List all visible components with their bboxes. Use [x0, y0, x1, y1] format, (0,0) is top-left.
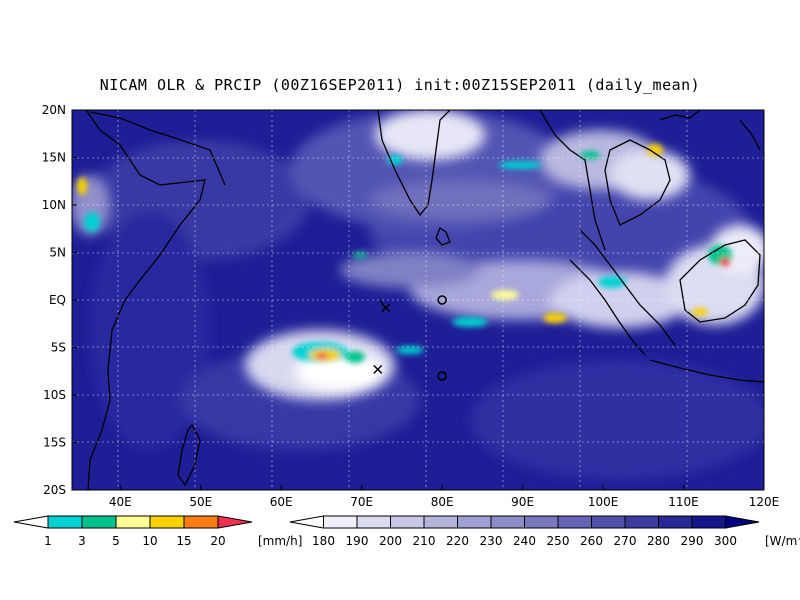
lat-label: 15S	[43, 436, 66, 450]
x-marker	[381, 303, 391, 313]
lat-label: 5N	[49, 246, 66, 260]
lon-label: 40E	[109, 495, 132, 509]
olr_colorbar-cell	[624, 515, 659, 529]
station-markers	[373, 295, 447, 381]
lat-label: 20N	[42, 103, 66, 117]
olr_colorbar-level-label: 260	[580, 534, 603, 548]
lat-label: 5S	[51, 341, 66, 355]
olr_colorbar-level-label: 180	[312, 534, 335, 548]
olr_colorbar-cell	[591, 515, 626, 529]
precip_colorbar-arrow-low	[13, 515, 49, 529]
olr_colorbar-cell	[390, 515, 425, 529]
olr_colorbar-level-label: 240	[513, 534, 536, 548]
olr_colorbar-cell	[457, 515, 492, 529]
olr_colorbar-cell	[423, 515, 458, 529]
olr_colorbar-level-label: 280	[647, 534, 670, 548]
precip_colorbar-unit-label: [mm/h]	[258, 534, 302, 548]
lat-label: 10N	[42, 198, 66, 212]
circle-marker	[437, 295, 447, 305]
olr_colorbar-level-label: 290	[681, 534, 704, 548]
olr_colorbar-level-label: 230	[480, 534, 503, 548]
map-title: NICAM OLR & PRCIP (00Z16SEP2011) init:00…	[99, 76, 701, 94]
lon-label: 90E	[511, 495, 534, 509]
lon-label: 100E	[588, 495, 619, 509]
olr_colorbar-cell	[490, 515, 525, 529]
longitude-labels: 40E 50E 60E 70E 80E 90E 100E 110E 120E	[109, 485, 779, 509]
precip_colorbar-level-label: 3	[78, 534, 86, 548]
olr_colorbar-cell	[691, 515, 726, 529]
olr_colorbar-level-label: 210	[413, 534, 436, 548]
olr_colorbar-level-label: 220	[446, 534, 469, 548]
precip_colorbar-level-label: 1	[44, 534, 52, 548]
grid-lines	[72, 110, 764, 490]
olr_colorbar-cell	[323, 515, 358, 529]
lat-label: 10S	[43, 388, 66, 402]
lat-label: EQ	[49, 293, 66, 307]
olr_colorbar-level-label: 200	[379, 534, 402, 548]
olr_colorbar-arrow-high	[725, 515, 760, 529]
lon-label: 120E	[749, 495, 780, 509]
precip_colorbar-level-label: 15	[176, 534, 191, 548]
precip_colorbar-level-label: 10	[142, 534, 157, 548]
lon-label: 60E	[270, 495, 293, 509]
lon-label: 80E	[431, 495, 454, 509]
olr_colorbar-arrow-low	[289, 515, 324, 529]
olr_colorbar-level-label: 300	[714, 534, 737, 548]
olr_colorbar-level-label: 250	[547, 534, 570, 548]
x-marker	[373, 364, 383, 374]
lon-label: 70E	[350, 495, 373, 509]
olr_colorbar-cell	[356, 515, 391, 529]
olr-field	[72, 110, 764, 490]
precip_colorbar-cell	[81, 515, 117, 529]
precip_colorbar-arrow-high	[217, 515, 253, 529]
lat-label: 20S	[43, 483, 66, 497]
olr-colorbar: 180 190 200 210 220 230 240 250 260 270 280 290 300 […	[289, 515, 800, 548]
latitude-labels: 20N 15N 10N 5N EQ 5S 10S 15S 20S	[42, 103, 77, 497]
precip_colorbar-cell	[183, 515, 219, 529]
olr_colorbar-unit-label: [W/m^2]	[765, 534, 800, 548]
precip-colorbar: 1 3 5 10 15 20 [mm/h]	[13, 515, 302, 548]
olr_colorbar-cell	[524, 515, 559, 529]
precip_colorbar-level-label: 20	[210, 534, 225, 548]
lon-label: 50E	[189, 495, 212, 509]
lat-label: 15N	[42, 151, 66, 165]
circle-marker	[437, 371, 447, 381]
precip_colorbar-cell	[47, 515, 83, 529]
coastlines	[85, 110, 764, 490]
lon-label: 110E	[668, 495, 699, 509]
olr_colorbar-cell	[557, 515, 592, 529]
olr_colorbar-level-label: 190	[346, 534, 369, 548]
precip_colorbar-cell	[115, 515, 151, 529]
olr_colorbar-level-label: 270	[614, 534, 637, 548]
precip_colorbar-level-label: 5	[112, 534, 120, 548]
olr_colorbar-cell	[658, 515, 693, 529]
precip_colorbar-cell	[149, 515, 185, 529]
